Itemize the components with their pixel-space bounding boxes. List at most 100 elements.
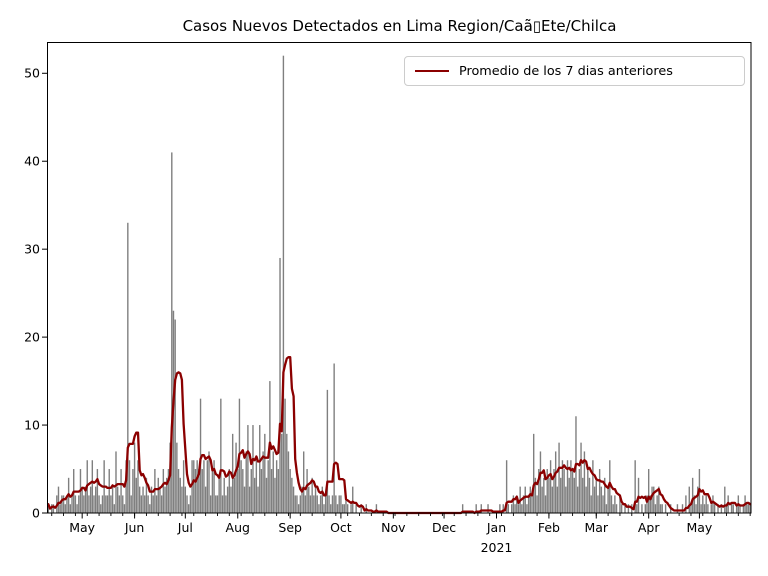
bar bbox=[615, 504, 618, 513]
bar bbox=[142, 486, 144, 513]
x-tick-label: Nov bbox=[381, 520, 406, 535]
bar bbox=[612, 504, 614, 513]
bar bbox=[167, 469, 170, 513]
bar bbox=[593, 486, 596, 513]
bar bbox=[108, 469, 110, 513]
bar bbox=[106, 495, 109, 513]
bar bbox=[182, 460, 185, 513]
bar bbox=[69, 504, 72, 513]
bar bbox=[499, 504, 501, 513]
bar bbox=[590, 495, 592, 513]
bar bbox=[551, 486, 553, 513]
bar bbox=[582, 477, 584, 513]
bar bbox=[705, 495, 707, 513]
bar bbox=[221, 495, 224, 513]
bar bbox=[360, 504, 362, 513]
bar bbox=[213, 460, 215, 513]
bar bbox=[558, 442, 560, 513]
bar bbox=[691, 477, 694, 513]
bar bbox=[297, 504, 300, 513]
x-tick-label: Dec bbox=[431, 520, 457, 535]
bar bbox=[171, 152, 173, 513]
bar bbox=[81, 486, 83, 513]
bar bbox=[343, 504, 345, 513]
bar bbox=[658, 486, 660, 513]
bar bbox=[272, 451, 274, 513]
bar bbox=[644, 504, 647, 513]
bar bbox=[228, 469, 230, 513]
y-tick-label: 20 bbox=[24, 329, 40, 345]
axes-spines bbox=[47, 42, 752, 514]
bar bbox=[277, 469, 280, 513]
bar bbox=[162, 469, 165, 513]
bar bbox=[597, 495, 599, 513]
bar bbox=[324, 495, 327, 513]
bar bbox=[105, 495, 107, 513]
bar bbox=[247, 425, 249, 513]
bar bbox=[700, 504, 702, 513]
bar bbox=[697, 486, 699, 513]
bar bbox=[115, 451, 117, 513]
bar bbox=[560, 477, 562, 513]
bar bbox=[747, 504, 750, 513]
bar bbox=[308, 486, 310, 513]
bar bbox=[59, 504, 61, 513]
bar bbox=[573, 477, 575, 513]
bar bbox=[585, 486, 587, 513]
bar bbox=[198, 469, 200, 513]
bar bbox=[250, 469, 252, 513]
bar bbox=[291, 477, 293, 513]
bar bbox=[204, 486, 207, 513]
bar bbox=[74, 495, 77, 513]
bar bbox=[301, 486, 303, 513]
bar bbox=[624, 504, 626, 513]
bar bbox=[61, 495, 63, 513]
bar bbox=[570, 460, 572, 513]
bar bbox=[166, 477, 168, 513]
bar bbox=[656, 495, 658, 513]
bar bbox=[512, 495, 515, 513]
bar bbox=[647, 469, 650, 513]
bar bbox=[123, 504, 126, 513]
bar bbox=[270, 469, 273, 513]
bar bbox=[637, 477, 640, 513]
bar bbox=[303, 451, 305, 513]
bar bbox=[688, 486, 690, 513]
bar bbox=[211, 469, 214, 513]
bar bbox=[602, 495, 604, 513]
bar bbox=[191, 460, 193, 513]
legend-label: Promedio de los 7 dias anteriores bbox=[459, 63, 673, 79]
bar bbox=[76, 504, 78, 513]
bar bbox=[475, 504, 477, 513]
bar bbox=[352, 486, 354, 513]
bar bbox=[230, 486, 232, 513]
bar bbox=[695, 504, 697, 513]
bar bbox=[113, 504, 115, 513]
bar bbox=[707, 504, 709, 513]
bar bbox=[526, 504, 528, 513]
bar bbox=[223, 477, 225, 513]
bar bbox=[720, 504, 723, 513]
legend-line-swatch bbox=[415, 70, 449, 72]
bar bbox=[118, 495, 121, 513]
bar bbox=[578, 469, 581, 513]
bar bbox=[576, 486, 579, 513]
bar bbox=[89, 486, 92, 513]
bar bbox=[517, 504, 520, 513]
bar bbox=[556, 486, 559, 513]
bar bbox=[122, 495, 124, 513]
bar bbox=[294, 495, 296, 513]
bar bbox=[318, 504, 320, 513]
bar bbox=[536, 495, 538, 513]
bar bbox=[316, 495, 318, 513]
bar bbox=[282, 55, 285, 513]
bar bbox=[281, 433, 283, 513]
x-tick-label: Sep bbox=[278, 520, 302, 535]
bar bbox=[587, 469, 589, 513]
bar bbox=[507, 504, 510, 513]
bar bbox=[209, 495, 212, 513]
bar bbox=[335, 495, 337, 513]
bar bbox=[565, 486, 567, 513]
bar bbox=[208, 451, 210, 513]
